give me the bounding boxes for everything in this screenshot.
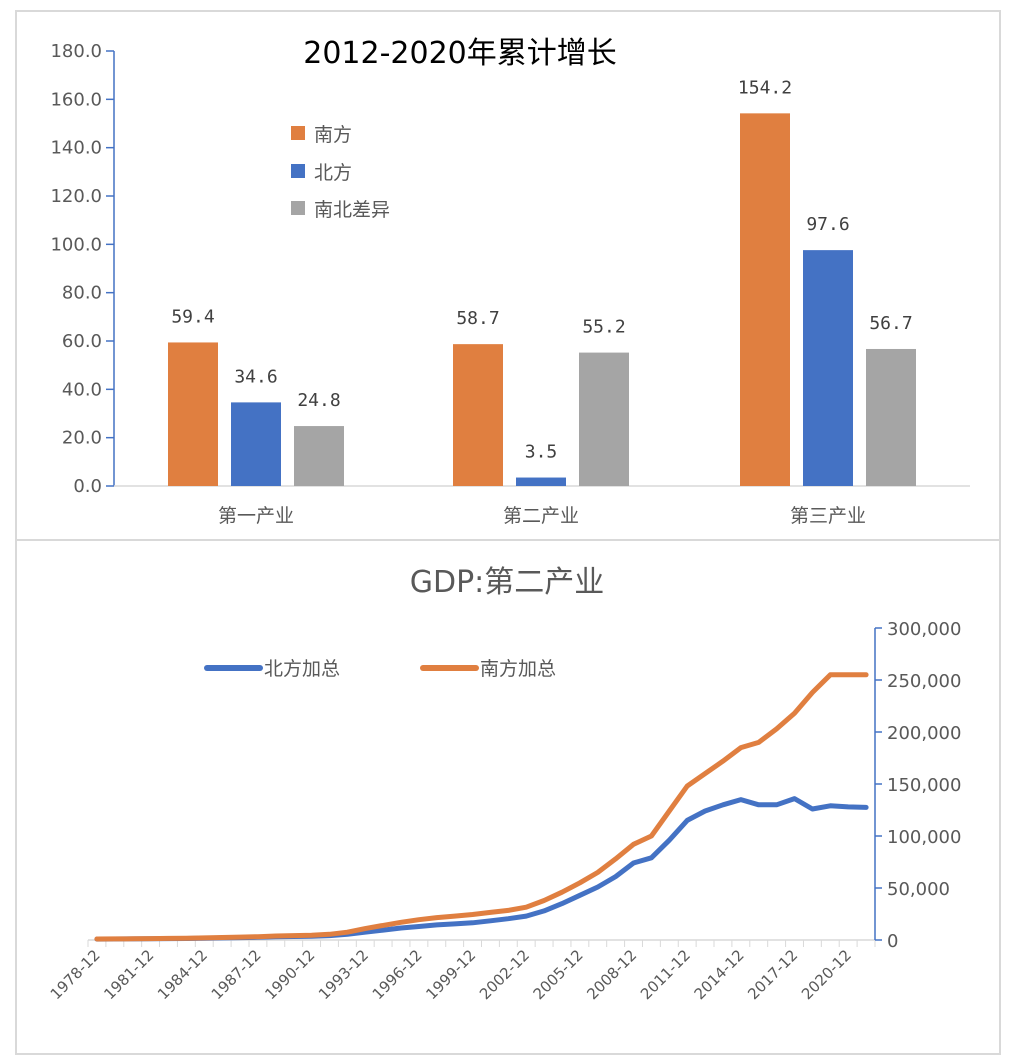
bar-value-label: 3.5 (525, 442, 558, 463)
y-tick-label: 0.0 (73, 476, 102, 497)
bar-chart-title: 2012-2020年累计增长 (303, 36, 617, 71)
x-tick-label: 2005-12 (530, 946, 587, 1003)
series-line (94, 796, 869, 942)
bar-value-label: 24.8 (297, 390, 340, 411)
category-label: 第三产业 (790, 505, 866, 527)
x-tick-label: 2011-12 (637, 946, 694, 1003)
bar-value-label: 58.7 (456, 308, 499, 329)
y-tick-label: 60.0 (62, 331, 102, 352)
bar (168, 342, 218, 486)
legend-swatch-south (291, 126, 305, 140)
x-tick-label: 1993-12 (315, 946, 372, 1003)
y-tick-label: 0 (887, 931, 898, 952)
x-tick-label: 2008-12 (583, 946, 640, 1003)
y-tick-label: 20.0 (62, 428, 102, 449)
bar (803, 250, 853, 486)
bar (516, 477, 566, 486)
y-tick-label: 80.0 (62, 283, 102, 304)
x-tick-label: 1999-12 (422, 946, 479, 1003)
y-tick-label: 120.0 (50, 186, 102, 207)
legend-swatch-north (291, 164, 305, 178)
line-chart-legend: 北方加总 南方加总 (204, 658, 556, 680)
x-tick-label: 2014-12 (691, 946, 748, 1003)
x-tick-label: 2017-12 (744, 946, 801, 1003)
bar-value-label: 56.7 (869, 313, 912, 334)
legend-label-south-total: 南方加总 (480, 658, 556, 680)
line-chart-title: GDP:第二产业 (410, 565, 605, 600)
bar-chart: 2012-2020年累计增长 0.0 20.0 40.0 60.0 80.0 100.0 1… (50, 36, 970, 527)
bar-value-label: 154.2 (738, 77, 792, 98)
y-tick-label: 100.0 (50, 234, 102, 255)
bar (740, 113, 790, 486)
y-tick-label: 250,000 (887, 671, 961, 692)
y-tick-label: 300,000 (887, 619, 961, 640)
x-tick-label: 1996-12 (369, 946, 426, 1003)
legend-label-north: 北方 (314, 162, 352, 184)
x-tick-label: 1990-12 (261, 946, 318, 1003)
legend-label-south: 南方 (314, 124, 352, 146)
series-line (94, 672, 869, 942)
bar-value-label: 59.4 (171, 306, 214, 327)
bar (231, 402, 281, 486)
bar (294, 426, 344, 486)
x-tick-label: 1981-12 (100, 946, 157, 1003)
bar-value-label: 97.6 (806, 214, 849, 235)
y-tick-label: 200,000 (887, 723, 961, 744)
legend-swatch-diff (291, 201, 305, 215)
x-tick-label: 1984-12 (154, 946, 211, 1003)
legend-label-diff: 南北差异 (314, 199, 390, 221)
legend-label-north-total: 北方加总 (264, 658, 340, 680)
bar-chart-legend: 南方 北方 南北差异 (291, 124, 390, 221)
x-tick-label: 1987-12 (208, 946, 265, 1003)
line-chart-series (94, 672, 869, 942)
y-tick-label: 160.0 (50, 89, 102, 110)
x-tick-label: 1978-12 (47, 946, 104, 1003)
x-tick-label: 2002-12 (476, 946, 533, 1003)
y-tick-label: 180.0 (50, 41, 102, 62)
category-label: 第二产业 (503, 505, 579, 527)
x-tick-label: 2020-12 (798, 946, 855, 1003)
y-tick-label: 140.0 (50, 138, 102, 159)
y-tick-label: 150,000 (887, 775, 961, 796)
y-tick-label: 40.0 (62, 379, 102, 400)
y-tick-label: 50,000 (887, 879, 950, 900)
bar (579, 352, 629, 486)
bar (866, 348, 916, 486)
y-tick-label: 100,000 (887, 827, 961, 848)
bar-chart-bars: 第一产业 59.4 34.6 24.8 第二产业 58.7 3.5 55.2 第三产业 154.2… (168, 77, 916, 527)
bar (453, 344, 503, 486)
bar-value-label: 34.6 (234, 366, 277, 387)
bar-value-label: 55.2 (582, 317, 625, 338)
category-label: 第一产业 (218, 505, 294, 527)
line-chart-panel (15, 539, 1001, 1055)
